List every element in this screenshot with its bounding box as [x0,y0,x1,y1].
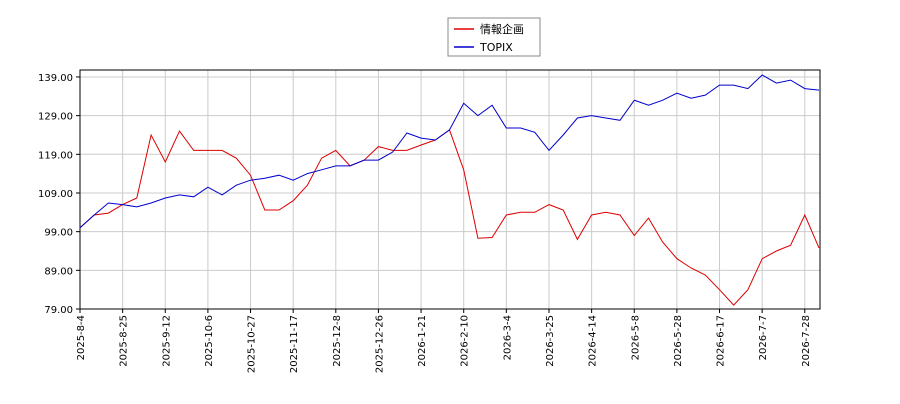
x-tick-label: 2026-3-4 [502,315,513,360]
x-tick-label: 2026-1-21 [417,315,428,367]
legend-box [447,17,541,57]
plot-frame [79,69,821,310]
y-tick-label: 89.00 [44,266,73,277]
x-tick-label: 2026-7-7 [758,315,769,360]
y-tick-label: 79.00 [44,305,73,316]
x-tick-label: 2026-6-17 [716,315,727,367]
x-tick-label: 2026-7-28 [801,315,812,367]
x-tick-label: 2026-5-8 [630,315,641,360]
legend-label: TOPIX [479,41,513,54]
x-tick-label: 2026-3-25 [545,315,556,367]
x-tick-label: 2025-9-12 [161,315,172,367]
x-tick-label: 2025-10-6 [204,315,215,367]
x-tick-label: 2025-8-4 [76,315,87,360]
series-line [79,74,820,229]
y-tick-label: 129.00 [38,112,73,123]
y-tick-label: 119.00 [38,150,73,161]
x-tick-label: 2026-4-14 [588,315,599,367]
x-tick-label: 2026-2-10 [460,315,471,367]
y-tick-label: 99.00 [44,228,73,239]
legend-label: 情報企画 [480,22,524,36]
y-tick-label: 139.00 [38,73,73,84]
x-tick-label: 2025-8-25 [119,315,130,367]
y-tick-label: 109.00 [38,189,73,200]
x-tick-label: 2025-12-26 [374,315,385,373]
x-tick-label: 2025-12-8 [332,315,343,367]
x-tick-label: 2025-10-27 [247,315,258,373]
x-tick-label: 2025-11-17 [289,315,300,373]
x-tick-label: 2026-5-28 [673,315,684,367]
